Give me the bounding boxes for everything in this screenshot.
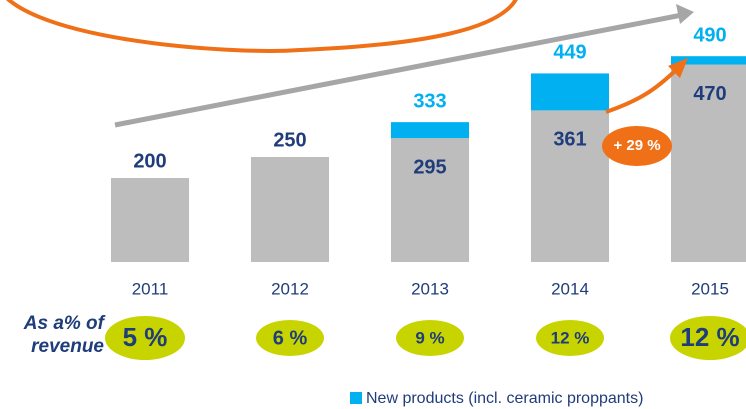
- bar-segment: [671, 64, 746, 262]
- x-tick-label: 2014: [551, 279, 589, 298]
- total-label: 490: [693, 24, 726, 46]
- legend-label: New products (incl. ceramic proppants): [366, 390, 643, 407]
- share-badge: [256, 320, 324, 356]
- value-label: 200: [133, 150, 166, 172]
- share-label: 5 %: [123, 322, 168, 352]
- bar-segment: [251, 157, 329, 262]
- bar-segment: [531, 73, 609, 111]
- value-label: 361: [553, 129, 586, 151]
- share-badge: [670, 316, 746, 360]
- bar-segment: [391, 138, 469, 262]
- bar-segment: [111, 178, 189, 262]
- bar-segment: [671, 56, 746, 65]
- total-label: 333: [413, 90, 446, 112]
- trend-arrow-head: [676, 4, 694, 24]
- legend-swatch: [350, 392, 362, 404]
- growth-arrow-head: [668, 58, 688, 78]
- share-label: 9 %: [415, 328, 444, 347]
- x-tick-label: 2015: [691, 279, 729, 298]
- share-badge: [396, 320, 464, 356]
- value-label: 295: [413, 156, 446, 178]
- share-label: 12 %: [680, 322, 739, 352]
- share-badge: [105, 316, 185, 360]
- share-caption: As a% of revenue: [23, 313, 104, 357]
- share-caption-box: As a% of revenue: [23, 313, 104, 357]
- growth-arrow: [605, 68, 678, 114]
- share-badge: [536, 320, 604, 356]
- value-label: 470: [693, 83, 726, 105]
- x-tick-label: 2013: [411, 279, 449, 298]
- share-label: 12 %: [551, 328, 590, 347]
- bar-segment: [531, 110, 609, 262]
- share-label: 6 %: [273, 327, 308, 349]
- x-tick-label: 2011: [132, 279, 169, 298]
- decor-arc: [6, 0, 518, 53]
- growth-badge: [602, 126, 672, 166]
- growth-label: + 29 %: [613, 137, 660, 154]
- x-tick-label: 2012: [271, 279, 309, 298]
- value-label: 250: [273, 129, 306, 151]
- total-label: 449: [553, 42, 586, 64]
- bar-segment: [391, 122, 469, 139]
- trend-arrow: [114, 12, 683, 128]
